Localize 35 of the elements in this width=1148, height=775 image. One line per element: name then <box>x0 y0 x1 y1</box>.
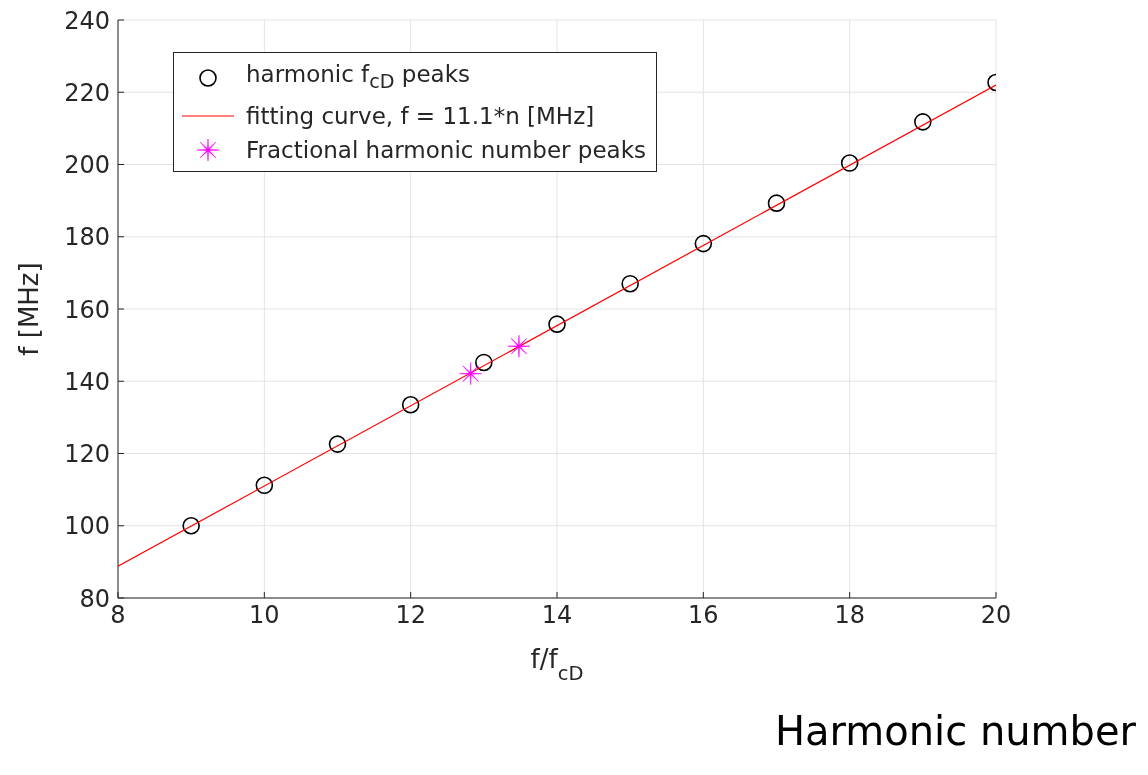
y-axis-title: f [MHz] <box>14 262 44 356</box>
y-tick-label: 220 <box>64 78 110 107</box>
text: Harmonic number <box>774 708 1136 754</box>
point <box>548 315 566 333</box>
point <box>840 154 859 172</box>
y-tick-label: 160 <box>64 295 110 324</box>
x-tick-label: 10 <box>249 601 280 630</box>
y-tick-label: 120 <box>64 440 110 469</box>
point <box>475 353 493 372</box>
y-tick-label: 200 <box>64 151 110 180</box>
y-tick-label: 180 <box>64 223 110 252</box>
x-tick-label: 16 <box>688 601 719 630</box>
point <box>182 516 200 535</box>
x-tick-label: 12 <box>395 601 426 630</box>
y-tick-label: 100 <box>64 512 110 541</box>
point <box>255 476 274 495</box>
point <box>621 274 639 293</box>
point <box>507 334 531 358</box>
x-tick-label: 8 <box>110 601 126 630</box>
point <box>767 194 786 212</box>
legend-label: fitting curve, f = 11.1*n [MHz] <box>246 101 595 131</box>
x-tick-label: 18 <box>834 601 865 630</box>
x-tick-label: 20 <box>980 601 1012 630</box>
point <box>694 234 713 253</box>
y-tick-label: 80 <box>79 584 110 613</box>
legend-label: harmonic f$_{cD}$ peaks <box>246 60 470 95</box>
point <box>328 435 347 453</box>
y-tick-label: 240 <box>64 6 110 35</box>
y-tick-label: 140 <box>64 367 110 396</box>
point <box>401 395 420 414</box>
legend-label: Fractional harmonic number peaks <box>246 135 646 165</box>
x-tick-label: 14 <box>541 601 573 630</box>
x-axis-title: f/f$_{cD}$ <box>530 644 584 685</box>
point <box>914 113 932 131</box>
point <box>459 362 482 385</box>
